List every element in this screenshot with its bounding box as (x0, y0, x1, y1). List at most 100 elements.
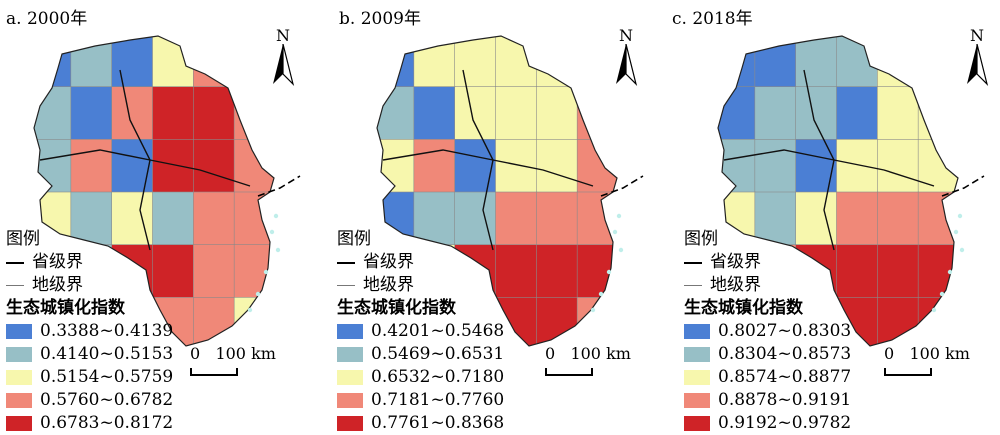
scale-label: 0 100 km (884, 344, 970, 363)
city-region (576, 191, 617, 246)
legend-class-1: 0.8027~0.8303 (684, 320, 851, 343)
panel-title: a. 2000年 (6, 9, 88, 29)
city-region (111, 139, 154, 193)
class-2-label: 0.8304~0.8573 (718, 344, 852, 364)
class-5-label: 0.6783~0.8172 (40, 413, 174, 433)
province-line-icon (6, 261, 24, 264)
class-1-label: 0.3388~0.4139 (40, 321, 174, 341)
class-2-swatch (337, 347, 363, 362)
province-boundary-line (803, 69, 835, 251)
city-region (536, 244, 578, 299)
city-region (917, 297, 958, 346)
city-region (536, 86, 578, 141)
city-region (836, 139, 879, 193)
legend-province-line: 省级界 (684, 251, 851, 274)
city-region (413, 139, 456, 193)
city-region (70, 139, 113, 193)
class-5-label: 0.9192~0.9782 (718, 413, 852, 433)
province-boundary (717, 35, 959, 347)
city-region (152, 191, 195, 246)
city-region (70, 36, 113, 88)
legend-class-3: 0.6532~0.7180 (337, 366, 504, 389)
city-region (576, 86, 617, 141)
city-region (917, 139, 958, 193)
sea-boundary-dash (600, 175, 644, 197)
island (606, 269, 612, 275)
class-4-label: 0.8878~0.9191 (718, 390, 852, 410)
city-region (877, 191, 919, 246)
legend-city-line: 地级界 (337, 274, 504, 297)
north-arrow-icon (273, 44, 295, 86)
city-region (836, 36, 879, 88)
class-2-label: 0.4140~0.5153 (40, 344, 174, 364)
legend-title: 图例 (6, 229, 40, 249)
city-region (576, 139, 617, 193)
legend-class-4: 0.5760~0.6782 (6, 389, 173, 412)
island (618, 247, 624, 253)
city-region (795, 36, 838, 88)
north-arrow-icon (616, 44, 638, 86)
city-region (152, 139, 195, 193)
city-region (233, 86, 274, 141)
city-region (152, 86, 195, 141)
legend-class-3: 0.8574~0.8877 (684, 366, 851, 389)
city-region (233, 297, 274, 346)
index-title: 生态城镇化指数 (684, 298, 803, 318)
scale-bar-line (545, 368, 593, 376)
map-2000 (33, 35, 301, 347)
class-5-swatch (337, 416, 363, 431)
city-region (718, 86, 756, 141)
class-1-label: 0.4201~0.5468 (371, 321, 505, 341)
city-region (795, 86, 838, 141)
province-line-icon (684, 261, 702, 264)
class-4-swatch (684, 393, 710, 408)
city-region (754, 36, 797, 88)
city-region (377, 36, 415, 88)
north-label: N (276, 26, 290, 45)
scale-bar: 0 100 km (190, 344, 276, 376)
class-3-swatch (337, 370, 363, 385)
city-region (152, 244, 195, 299)
city-line-icon (6, 285, 24, 286)
panel-title: b. 2009年 (339, 9, 421, 29)
city-region (413, 86, 456, 141)
city-region (877, 244, 919, 299)
city-region (454, 86, 497, 141)
class-4-label: 0.7181~0.7760 (371, 390, 505, 410)
province-line-icon (337, 261, 355, 264)
city-region (377, 86, 415, 141)
class-1-swatch (337, 324, 363, 339)
city-region (34, 36, 72, 88)
panel-2009: b. 2009年 N 图例 省级界 地级界 生态城镇化指数 0.4201~0.5… (333, 0, 666, 435)
city-region (836, 86, 879, 141)
city-region (193, 244, 235, 299)
city-region (718, 36, 756, 88)
legend-title: 图例 (337, 229, 371, 249)
legend-city-line: 地级界 (684, 274, 851, 297)
city-region (754, 86, 797, 141)
city-region (413, 36, 456, 88)
city-region (70, 86, 113, 141)
city-label: 地级界 (710, 275, 761, 295)
scale-bar-line (190, 368, 238, 376)
panel-2000: a. 2000年 N 图例 省级界 地级界 生态城镇化指数 0.3388~0.4… (0, 0, 333, 435)
city-region (193, 86, 235, 141)
north-arrow: N (962, 26, 992, 86)
island (957, 213, 963, 219)
city-label: 地级界 (32, 275, 83, 295)
city-region (193, 139, 235, 193)
city-region (454, 139, 497, 193)
province-boundary (376, 35, 618, 347)
city-region (877, 86, 919, 141)
city-region (233, 191, 274, 246)
province-label: 省级界 (710, 252, 761, 272)
legend-class-2: 0.4140~0.5153 (6, 343, 173, 366)
city-region (454, 36, 497, 88)
island (616, 213, 622, 219)
island (959, 247, 965, 253)
class-3-label: 0.8574~0.8877 (718, 367, 852, 387)
island (263, 269, 269, 275)
north-arrow: N (268, 26, 298, 86)
island (931, 307, 937, 313)
legend-title: 图例 (684, 229, 718, 249)
